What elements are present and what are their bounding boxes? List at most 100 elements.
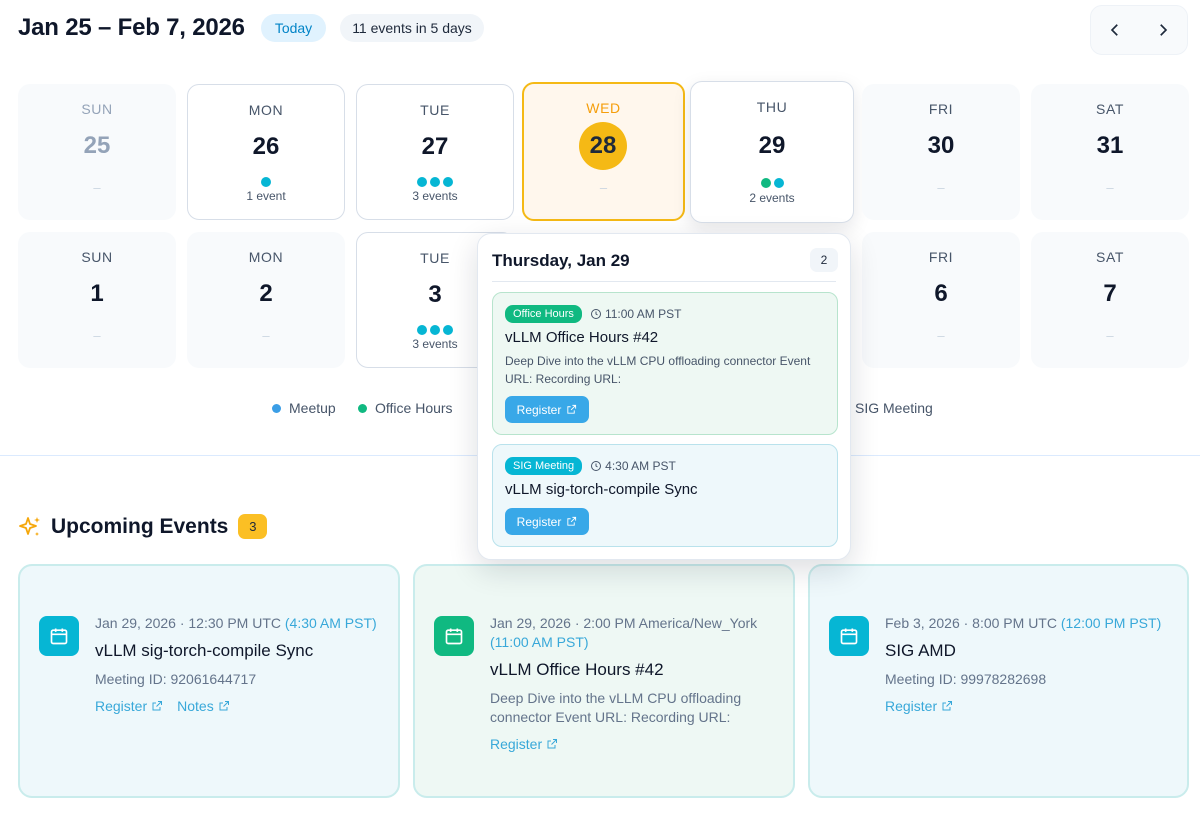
day-of-week: THU	[756, 99, 788, 115]
clock-icon	[590, 308, 602, 320]
day-cell-jan-31[interactable]: SAT 31 –	[1031, 84, 1189, 220]
event-dot	[773, 178, 784, 188]
event-title: vLLM Office Hours #42	[490, 660, 664, 679]
day-cell-feb-1[interactable]: SUN 1 –	[18, 232, 176, 368]
external-link-icon	[546, 738, 558, 750]
sparkle-icon	[19, 516, 40, 536]
day-of-week: MON	[248, 102, 284, 118]
event-dot	[760, 178, 771, 188]
event-dot	[417, 325, 427, 335]
day-number: 25	[83, 132, 111, 159]
event-dot	[261, 177, 271, 187]
event-dot	[417, 177, 427, 187]
external-link-icon	[566, 516, 577, 527]
prev-week-button[interactable]	[1091, 6, 1139, 54]
popover-event-sig-meeting[interactable]: SIG Meeting 4:30 AM PST vLLM sig-torch-c…	[492, 444, 838, 547]
day-of-week: TUE	[420, 250, 450, 266]
event-dots	[691, 178, 853, 188]
day-number: 3	[428, 281, 442, 308]
day-of-week: SUN	[81, 101, 113, 117]
day-of-week: FRI	[928, 249, 954, 265]
event-date: Jan 29, 2026 · 12:30 PM UTC	[95, 615, 281, 631]
event-dots	[188, 177, 344, 187]
event-time-text: 11:00 AM PST	[604, 307, 682, 321]
chevron-right-icon	[1160, 24, 1168, 36]
no-events-dash: –	[262, 328, 270, 343]
upcoming-events-title: Upcoming Events	[51, 514, 229, 538]
upcoming-event-card[interactable]: Feb 3, 2026 · 8:00 PM UTC (12:00 PM PST)…	[808, 564, 1189, 798]
day-events-popover: Thursday, Jan 29 2 Office Hours 11:00 AM…	[477, 233, 851, 560]
day-cell-feb-2[interactable]: MON 2 –	[187, 232, 345, 368]
event-time: 4:30 AM PST	[590, 459, 676, 473]
day-cell-jan-30[interactable]: FRI 30 –	[862, 84, 1020, 220]
event-description: Meeting ID: 99978282698	[885, 671, 1047, 687]
external-link-icon	[566, 404, 577, 415]
button-label: Register	[516, 514, 562, 529]
no-events-dash: –	[93, 180, 101, 195]
day-of-week: FRI	[928, 101, 954, 117]
day-number: 7	[1103, 280, 1117, 307]
today-button[interactable]: Today	[260, 14, 327, 42]
calendar-icon	[829, 616, 869, 656]
day-of-week: MON	[248, 249, 284, 265]
chevron-left-icon	[1110, 24, 1118, 36]
event-description: Deep Dive into the vLLM CPU offloading c…	[490, 690, 742, 725]
local-time: (12:00 PM PST)	[1060, 615, 1162, 631]
external-link-icon	[218, 700, 230, 712]
upcoming-event-card[interactable]: Jan 29, 2026 · 2:00 PM America/New_York …	[413, 564, 795, 798]
date-range-title: Jan 25 – Feb 7, 2026	[18, 14, 245, 41]
register-link[interactable]: Register	[490, 736, 558, 752]
link-label: Notes	[177, 698, 214, 714]
legend-label: SIG Meeting	[855, 400, 933, 416]
day-cell-feb-7[interactable]: SAT 7 –	[1031, 232, 1189, 368]
link-label: Register	[95, 698, 148, 714]
popover-divider	[492, 281, 836, 282]
day-cell-jan-26[interactable]: MON 26 1 event	[187, 84, 345, 220]
register-button[interactable]: Register	[505, 508, 589, 535]
day-cell-feb-6[interactable]: FRI 6 –	[862, 232, 1020, 368]
legend-meetup: Meetup	[272, 400, 336, 416]
upcoming-events-header: Upcoming Events 3	[18, 514, 268, 539]
event-dot	[430, 177, 440, 187]
external-link-icon	[151, 700, 163, 712]
day-of-week: TUE	[420, 102, 450, 118]
notes-link[interactable]: Notes	[177, 698, 230, 714]
popover-event-office-hours[interactable]: Office Hours 11:00 AM PST vLLM Office Ho…	[492, 292, 838, 435]
day-cell-jan-29[interactable]: THU 29 2 events	[690, 81, 854, 223]
event-count: 3 events	[412, 189, 458, 203]
no-events-dash: –	[1106, 180, 1114, 195]
legend-label: Office Hours	[375, 400, 453, 416]
day-cell-jan-25[interactable]: SUN 25 –	[18, 84, 176, 220]
upcoming-event-card[interactable]: Jan 29, 2026 · 12:30 PM UTC (4:30 AM PST…	[18, 564, 400, 798]
today-date-circle: 28	[579, 122, 627, 170]
register-button[interactable]: Register	[505, 396, 589, 423]
day-cell-jan-28-today[interactable]: WED 28 –	[522, 82, 685, 221]
day-number: 2	[259, 280, 273, 307]
calendar-header: Jan 25 – Feb 7, 2026 Today 11 events in …	[18, 14, 484, 42]
event-description: Deep Dive into the vLLM CPU offloading c…	[505, 354, 811, 386]
event-type-tag: Office Hours	[505, 305, 582, 323]
day-of-week: SAT	[1096, 249, 1124, 265]
no-events-dash: –	[93, 328, 101, 343]
day-cell-jan-27[interactable]: TUE 27 3 events	[356, 84, 514, 220]
event-dot	[443, 325, 453, 335]
legend-sig-meeting: SIG Meeting	[838, 400, 933, 416]
event-time-text: 4:30 AM PST	[605, 459, 676, 473]
register-link[interactable]: Register	[885, 698, 953, 714]
register-link[interactable]: Register	[95, 698, 163, 714]
event-type-tag: SIG Meeting	[505, 457, 583, 475]
legend-label: Meetup	[289, 400, 336, 416]
events-summary-badge: 11 events in 5 days	[340, 14, 484, 42]
local-time: (4:30 AM PST)	[284, 615, 377, 631]
next-week-button[interactable]	[1139, 6, 1187, 54]
day-number: 31	[1096, 132, 1124, 159]
day-of-week: SUN	[81, 249, 113, 265]
day-number: 6	[934, 280, 948, 307]
day-number: 28	[589, 132, 617, 159]
event-time: 11:00 AM PST	[590, 307, 681, 321]
day-number: 29	[758, 132, 786, 159]
popover-count-badge: 2	[810, 248, 838, 272]
event-title: SIG AMD	[885, 641, 956, 660]
calendar-icon	[434, 616, 474, 656]
no-events-dash: –	[1106, 328, 1114, 343]
